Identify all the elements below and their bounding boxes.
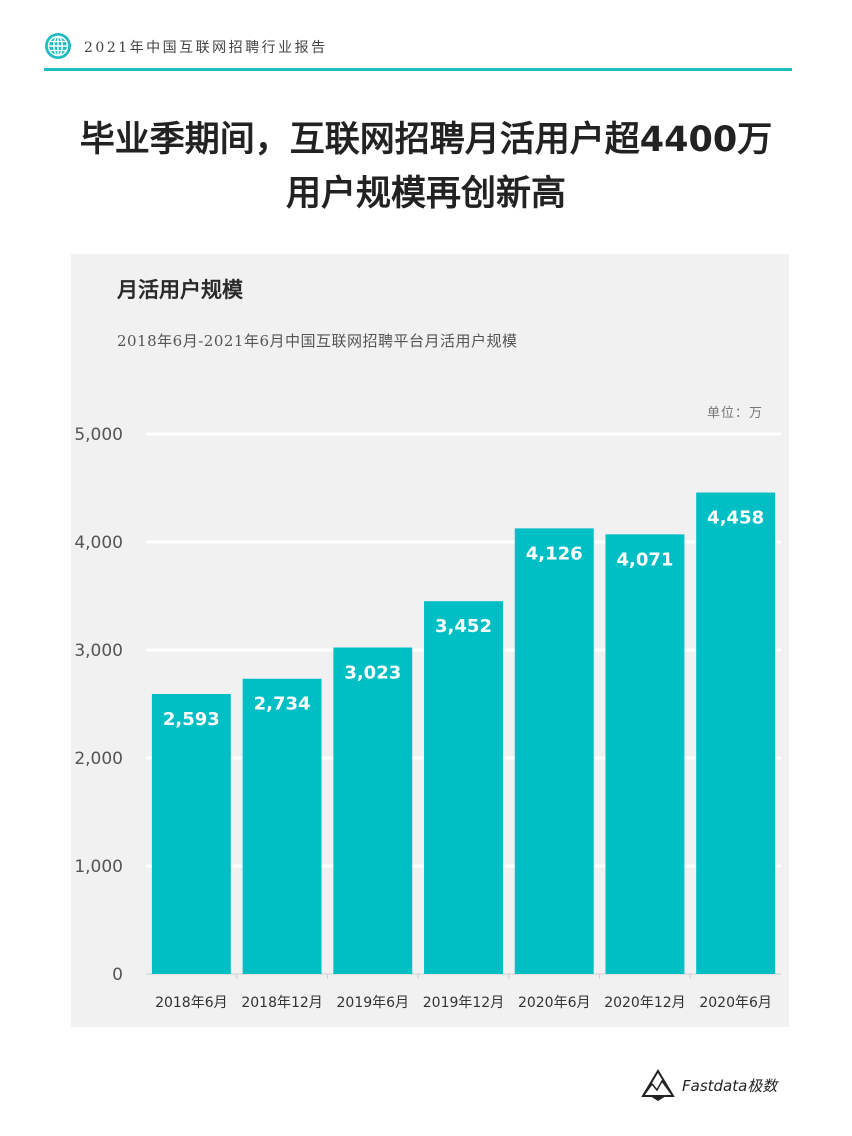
y-tick-label: 0 — [112, 965, 123, 985]
bar — [696, 492, 776, 974]
unit-label: 单位：万 — [706, 406, 763, 421]
x-tick-label: 2019年12月 — [423, 995, 504, 1011]
y-tick-label: 1,000 — [74, 857, 123, 877]
bar — [333, 647, 413, 974]
y-tick-label: 5,000 — [74, 425, 123, 445]
brand-name: Fastdata极数 — [682, 1077, 778, 1095]
header-divider — [44, 68, 792, 71]
data-label: 3,452 — [435, 616, 492, 637]
y-tick-label: 2,000 — [74, 749, 123, 769]
bar — [424, 601, 503, 974]
y-tick-label: 4,000 — [74, 533, 123, 553]
bar-chart: 0 1,000 2,000 3,000 4,000 5,000 2,593 2018年6月 2,… — [74, 425, 781, 1011]
data-label: 2,734 — [254, 694, 311, 715]
page-title-line-2: 用户规模再创新高 — [285, 174, 566, 214]
globe-icon — [45, 33, 71, 59]
data-label: 4,071 — [616, 549, 673, 570]
page-title-line-1: 毕业季期间，互联网招聘月活用户超4400万 — [79, 120, 773, 160]
x-tick-label: 2019年6月 — [337, 995, 410, 1011]
data-label: 2,593 — [163, 709, 220, 730]
data-label: 4,458 — [707, 508, 764, 529]
chart-panel: 月活用户规模 2018年6月-2021年6月中国互联网招聘平台月活用户规模 单位… — [71, 254, 789, 1027]
report-header: 2021年中国互联网招聘行业报告 — [44, 32, 792, 72]
bar — [514, 528, 594, 974]
bar — [605, 534, 685, 974]
y-tick-label: 3,000 — [74, 641, 123, 661]
bar — [242, 678, 322, 974]
x-tick-label: 2018年6月 — [155, 995, 228, 1011]
report-name: 2021年中国互联网招聘行业报告 — [84, 40, 328, 56]
data-label: 3,023 — [344, 663, 401, 684]
x-tick-label: 2020年6月 — [518, 995, 591, 1011]
page-title: 毕业季期间，互联网招聘月活用户超4400万 用户规模再创新高 — [0, 113, 852, 221]
data-label: 4,126 — [526, 543, 583, 564]
chart-subtitle: 2018年6月-2021年6月中国互联网招聘平台月活用户规模 — [117, 332, 518, 350]
mountain-logo-icon — [641, 1069, 675, 1101]
chart-title: 月活用户规模 — [117, 278, 243, 302]
x-tick-label: 2018年12月 — [241, 995, 322, 1011]
bar — [151, 693, 231, 974]
x-tick-label: 2020年6月 — [699, 995, 772, 1011]
footer-brand: Fastdata极数 — [640, 1068, 800, 1104]
x-tick-label: 2020年12月 — [604, 995, 685, 1011]
